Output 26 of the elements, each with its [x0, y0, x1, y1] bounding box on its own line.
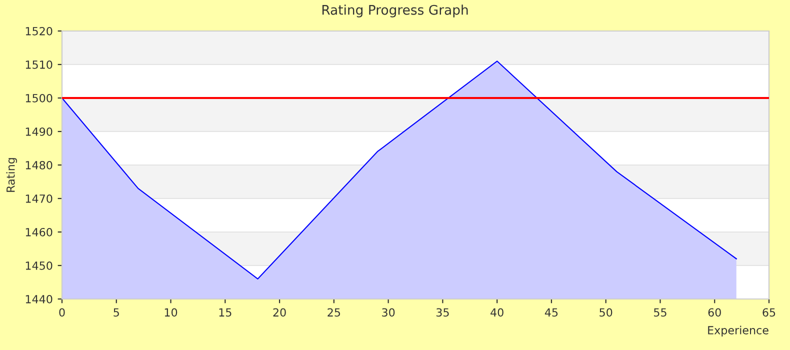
- x-tick-label: 55: [654, 308, 666, 317]
- x-axis-title: Experience: [708, 326, 768, 337]
- x-tick-label: 30: [382, 308, 395, 317]
- x-tick-label: 60: [708, 308, 721, 317]
- y-tick-label: 1440: [26, 294, 52, 304]
- y-tick-label: 1470: [26, 194, 52, 203]
- chart-title: Rating Progress Graph: [322, 4, 468, 18]
- x-tick-label: 10: [164, 308, 178, 317]
- x-tick-label: 50: [600, 308, 612, 317]
- y-tick-label: 1500: [26, 94, 52, 102]
- x-tick-label: 65: [762, 308, 776, 317]
- y-tick-label: 1460: [26, 228, 52, 236]
- x-tick-label: 0: [59, 308, 65, 317]
- y-axis-title: Rating: [6, 158, 17, 192]
- y-tick-label: 1480: [26, 160, 52, 170]
- x-tick-label: 15: [219, 308, 232, 317]
- y-tick-label: 1510: [26, 60, 52, 69]
- x-tick-label: 45: [544, 308, 558, 317]
- x-tick-label: 40: [490, 308, 504, 317]
- x-tick-label: 35: [436, 308, 449, 317]
- x-tick-label: 25: [328, 308, 340, 317]
- x-tick-label: 5: [114, 308, 119, 317]
- y-tick-label: 1520: [26, 26, 52, 36]
- y-tick-label: 1490: [26, 127, 52, 136]
- x-tick-label: 20: [273, 308, 286, 317]
- y-tick-label: 1450: [26, 261, 52, 270]
